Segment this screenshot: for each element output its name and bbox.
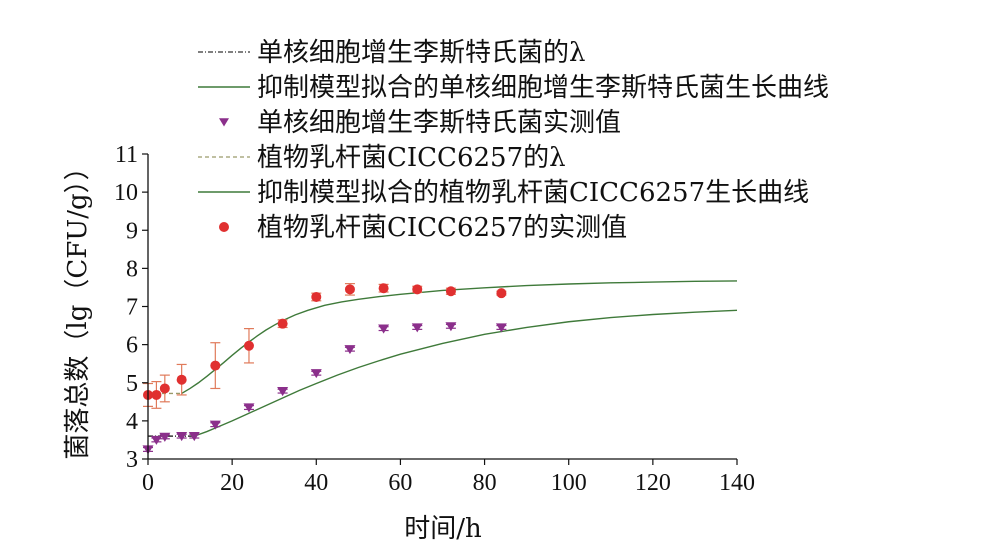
data-point-circle [344,284,355,295]
legend-triangle-marker [219,118,229,127]
x-tick-label: 100 [551,470,587,496]
legend-label: 抑制模型拟合的单核细胞增生李斯特氏菌生长曲线 [257,73,829,103]
data-point-triangle [209,420,221,430]
legend-label: 植物乳杆菌CICC6257的λ [257,143,566,173]
y-tick-label: 7 [126,295,138,321]
data-point-circle [311,291,322,302]
data-point-circle [176,374,187,385]
data-point-circle [159,383,170,394]
y-tick-label: 8 [126,256,138,282]
listeria-points [142,322,507,455]
legend-item-3: 植物乳杆菌CICC6257的λ [198,143,566,173]
data-point-triangle [159,432,171,442]
x-axis-label: 时间/h [404,514,482,544]
y-axis-label: 菌落总数（lg（CFU/g）） [63,154,93,459]
legend-circle-marker [219,222,229,232]
x-tick-label: 80 [473,470,497,496]
data-point-circle [243,340,254,351]
y-tick-label: 5 [126,371,138,397]
x-tick-label: 0 [142,470,154,496]
legend-item-5: 植物乳杆菌CICC6257的实测值 [219,213,627,243]
data-point-circle [277,318,288,329]
x-tick-label: 140 [719,470,755,496]
y-tick-label: 6 [126,333,138,359]
y-tick-label: 10 [114,180,138,206]
data-point-circle [412,284,423,295]
data-point-triangle [310,369,322,379]
data-point-circle [445,286,456,297]
y-tick-label: 3 [126,447,138,473]
data-point-triangle [243,403,255,413]
x-tick-label: 120 [635,470,671,496]
legend: 单核细胞增生李斯特氏菌的λ 抑制模型拟合的单核细胞增生李斯特氏菌生长曲线单核细胞增… [198,38,829,243]
data-point-triangle [495,323,507,333]
data-point-triangle [277,387,289,397]
legend-item-2: 单核细胞增生李斯特氏菌实测值 [219,108,621,138]
data-point-triangle [411,323,423,333]
x-tick-label: 20 [220,470,244,496]
y-tick-label: 4 [126,409,138,435]
x-tick-label: 40 [304,470,328,496]
legend-item-0: 单核细胞增生李斯特氏菌的λ [198,38,585,68]
data-point-circle [151,389,162,400]
data-point-triangle [176,432,188,442]
data-point-circle [378,283,389,294]
lactobacillus-points [143,283,507,409]
y-tick-label: 9 [126,218,138,244]
data-point-circle [496,288,507,299]
legend-label: 单核细胞增生李斯特氏菌的λ [257,38,585,68]
fit-curve [194,309,738,437]
data-point-triangle [378,324,390,334]
legend-item-4: 抑制模型拟合的植物乳杆菌CICC6257生长曲线 [198,178,809,208]
axes: 0 20 40 60 80 100 120 140 3 4 5 6 7 8 9 10 11 [114,142,755,496]
legend-label: 植物乳杆菌CICC6257的实测值 [257,213,627,243]
data-point-triangle [445,322,457,332]
x-tick-label: 60 [388,470,412,496]
y-tick-label: 11 [115,142,138,168]
data-point-triangle [344,345,356,355]
data-point-circle [210,360,221,371]
legend-label: 单核细胞增生李斯特氏菌实测值 [257,108,621,138]
fit-curve [181,280,738,395]
data-point-triangle [188,432,200,442]
plot-area [142,280,738,455]
legend-item-1: 抑制模型拟合的单核细胞增生李斯特氏菌生长曲线 [198,73,829,103]
legend-label: 抑制模型拟合的植物乳杆菌CICC6257生长曲线 [257,178,809,208]
data-point-triangle [150,435,162,445]
